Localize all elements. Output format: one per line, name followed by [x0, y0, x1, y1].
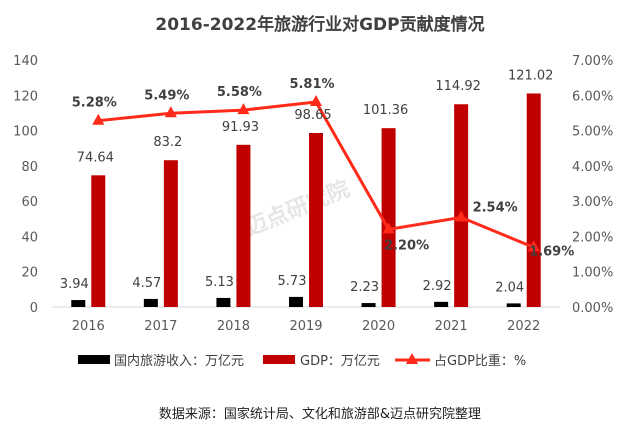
- tourism-revenue-bar: [71, 300, 86, 307]
- ratio-label: 1.69%: [529, 244, 574, 259]
- left-tick-label: 60: [21, 195, 38, 210]
- ratio-label: 5.28%: [72, 96, 117, 111]
- x-tick-label: 2021: [435, 319, 468, 334]
- tourism-revenue-label: 5.73: [278, 274, 307, 289]
- right-tick-label: 6.00%: [572, 89, 613, 104]
- gdp-bar: [91, 175, 106, 307]
- tourism-revenue-label: 3.94: [60, 277, 89, 292]
- legend-label-gdp: GDP：万亿元: [300, 354, 380, 369]
- left-tick-label: 80: [21, 160, 38, 175]
- gdp-label: 121.02: [508, 68, 554, 83]
- gdp-bar: [163, 160, 178, 307]
- tourism-revenue-label: 2.23: [350, 280, 379, 295]
- ratio-line: [92, 94, 540, 252]
- left-tick-label: 20: [21, 266, 38, 281]
- gdp-label: 101.36: [363, 103, 409, 118]
- gdp-bar: [381, 128, 396, 307]
- tourism-revenue-label: 2.04: [495, 280, 524, 295]
- tourism-revenue-bar: [361, 303, 376, 307]
- left-tick-label: 120: [13, 89, 38, 104]
- tourism-revenue-bar: [143, 298, 158, 307]
- gdp-bar: [454, 104, 469, 307]
- x-tick-label: 2022: [507, 319, 540, 334]
- gdp-bar: [236, 144, 251, 307]
- legend: 国内旅游收入：万亿元 GDP：万亿元 占GDP比重：%: [78, 353, 526, 369]
- legend-marker-ratio: [406, 353, 418, 364]
- tourism-revenue-label: 5.13: [205, 275, 234, 290]
- x-tick-label: 2016: [72, 319, 105, 334]
- tourism-revenue-label: 4.57: [132, 276, 161, 291]
- bars: [71, 93, 541, 307]
- right-tick-label: 4.00%: [572, 160, 613, 175]
- left-tick-label: 0: [30, 301, 38, 316]
- ratio-marker: [527, 240, 540, 252]
- x-tick-label: 2018: [217, 319, 250, 334]
- tourism-revenue-label: 2.92: [423, 279, 452, 294]
- ratio-marker: [164, 106, 177, 118]
- chart-title: 2016-2022年旅游行业对GDP贡献度情况: [155, 14, 484, 35]
- legend-label-ratio: 占GDP比重：%: [434, 353, 526, 369]
- right-tick-label: 0.00%: [572, 301, 613, 316]
- axes: 0 20 40 60 80 100 120 140 0.00% 1.00% 2.00% 3.00% 4.…: [13, 54, 613, 334]
- watermark: 迈点研究院: [242, 176, 354, 241]
- legend-swatch-gdp: [263, 355, 295, 364]
- x-tick-label: 2017: [144, 319, 177, 334]
- gdp-label: 83.2: [153, 135, 182, 150]
- x-tick-label: 2020: [362, 319, 395, 334]
- ratio-marker: [237, 103, 250, 115]
- ratio-marker: [382, 222, 395, 234]
- right-tick-label: 7.00%: [572, 54, 613, 69]
- tourism-revenue-bar: [216, 297, 231, 307]
- left-tick-label: 40: [21, 230, 38, 245]
- gdp-label: 114.92: [435, 79, 481, 94]
- left-tick-label: 100: [13, 125, 38, 140]
- gdp-bar: [526, 93, 541, 307]
- tourism-revenue-bar: [289, 296, 303, 307]
- ratio-label: 2.54%: [473, 200, 518, 215]
- legend-swatch-tourism-revenue: [78, 355, 110, 364]
- ratio-marker: [455, 210, 468, 222]
- gdp-bar: [309, 132, 323, 307]
- data-labels: 3.94 4.57 5.13 5.73 2.23 2.92 2.04 74.64 83.2 91.…: [60, 68, 574, 295]
- tourism-revenue-bar: [434, 301, 449, 307]
- gdp-label: 74.64: [77, 150, 114, 165]
- source-note: 数据来源：国家统计局、文化和旅游部&迈点研究院整理: [159, 406, 481, 422]
- tourism-revenue-bar: [506, 303, 521, 307]
- right-tick-label: 5.00%: [572, 125, 613, 140]
- ratio-marker: [310, 94, 322, 106]
- ratio-marker: [92, 113, 105, 125]
- ratio-label: 5.81%: [289, 77, 334, 92]
- right-tick-label: 1.00%: [572, 266, 613, 281]
- x-tick-label: 2019: [289, 319, 322, 334]
- legend-label-tourism-revenue: 国内旅游收入：万亿元: [114, 353, 244, 369]
- gdp-label: 98.65: [294, 108, 331, 123]
- right-tick-label: 2.00%: [572, 230, 613, 245]
- ratio-label: 5.58%: [217, 85, 262, 100]
- ratio-label: 5.49%: [144, 88, 189, 103]
- gdp-label: 91.93: [222, 120, 259, 135]
- ratio-label: 2.20%: [384, 238, 429, 253]
- left-tick-label: 140: [13, 54, 38, 69]
- right-tick-label: 3.00%: [572, 195, 613, 210]
